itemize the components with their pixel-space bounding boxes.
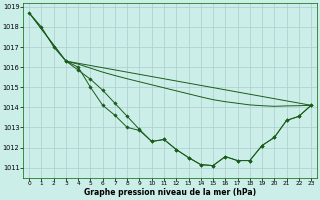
X-axis label: Graphe pression niveau de la mer (hPa): Graphe pression niveau de la mer (hPa) — [84, 188, 256, 197]
